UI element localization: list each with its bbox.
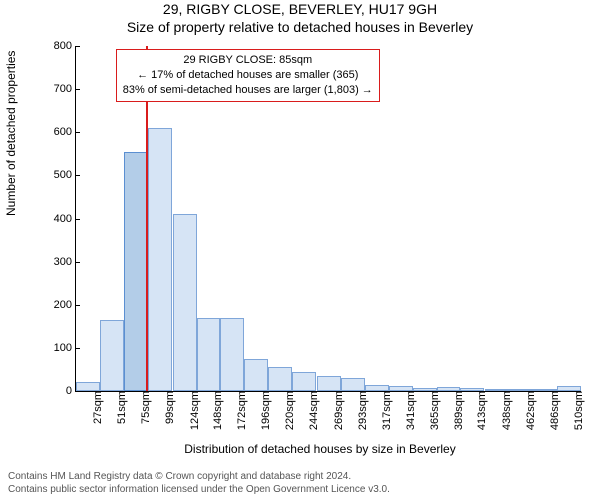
x-tick: 413sqm xyxy=(472,391,488,430)
x-tick: 172sqm xyxy=(232,391,248,430)
x-tick: 27sqm xyxy=(88,391,104,424)
y-tick: 400 xyxy=(54,213,76,225)
y-tick: 800 xyxy=(54,40,76,52)
x-tick: 75sqm xyxy=(136,391,152,424)
x-tick: 148sqm xyxy=(208,391,224,430)
histogram-bar xyxy=(244,359,268,391)
histogram-bar xyxy=(220,318,244,391)
page-subtitle: Size of property relative to detached ho… xyxy=(0,18,600,36)
callout-line: ← 17% of detached houses are smaller (36… xyxy=(123,68,373,83)
callout-line: 83% of semi-detached houses are larger (… xyxy=(123,83,373,98)
y-axis-label: Number of detached properties xyxy=(4,51,18,216)
histogram-bar xyxy=(148,128,172,391)
x-tick: 486sqm xyxy=(545,391,561,430)
footer-line-1: Contains HM Land Registry data © Crown c… xyxy=(8,471,390,484)
plot-area: 010020030040050060070080029 RIGBY CLOSE:… xyxy=(75,46,581,392)
histogram-bar xyxy=(197,318,221,391)
histogram-bar-highlight xyxy=(124,152,148,391)
x-tick: 389sqm xyxy=(449,391,465,430)
y-tick: 100 xyxy=(54,342,76,354)
attribution-footer: Contains HM Land Registry data © Crown c… xyxy=(8,471,390,496)
x-tick: 99sqm xyxy=(160,391,176,424)
histogram-bar xyxy=(173,214,197,391)
x-tick: 124sqm xyxy=(185,391,201,430)
x-tick: 317sqm xyxy=(377,391,393,430)
y-tick: 600 xyxy=(54,126,76,138)
footer-line-2: Contains public sector information licen… xyxy=(8,484,390,497)
x-tick: 365sqm xyxy=(425,391,441,430)
y-tick: 300 xyxy=(54,256,76,268)
histogram-bar xyxy=(76,382,100,391)
x-tick: 510sqm xyxy=(569,391,585,430)
page: 29, RIGBY CLOSE, BEVERLEY, HU17 9GH Size… xyxy=(0,0,600,500)
y-tick: 0 xyxy=(66,385,76,397)
histogram-bar xyxy=(317,376,341,391)
x-tick: 196sqm xyxy=(256,391,272,430)
callout-line: 29 RIGBY CLOSE: 85sqm xyxy=(123,53,373,68)
page-title: 29, RIGBY CLOSE, BEVERLEY, HU17 9GH xyxy=(0,0,600,18)
x-tick: 244sqm xyxy=(304,391,320,430)
histogram-bar xyxy=(341,378,365,391)
property-callout: 29 RIGBY CLOSE: 85sqm← 17% of detached h… xyxy=(116,49,380,102)
chart-area: Number of detached properties 0100200300… xyxy=(50,46,590,446)
histogram-bar xyxy=(292,372,316,391)
histogram-bar xyxy=(100,320,124,391)
y-tick: 200 xyxy=(54,299,76,311)
x-tick: 438sqm xyxy=(497,391,513,430)
y-tick: 700 xyxy=(54,83,76,95)
x-tick: 293sqm xyxy=(353,391,369,430)
histogram-bar xyxy=(268,367,292,391)
y-tick: 500 xyxy=(54,169,76,181)
x-tick: 341sqm xyxy=(401,391,417,430)
x-tick: 462sqm xyxy=(521,391,537,430)
x-tick: 51sqm xyxy=(112,391,128,424)
x-axis-label: Distribution of detached houses by size … xyxy=(50,442,590,456)
x-tick: 220sqm xyxy=(280,391,296,430)
x-tick: 269sqm xyxy=(329,391,345,430)
